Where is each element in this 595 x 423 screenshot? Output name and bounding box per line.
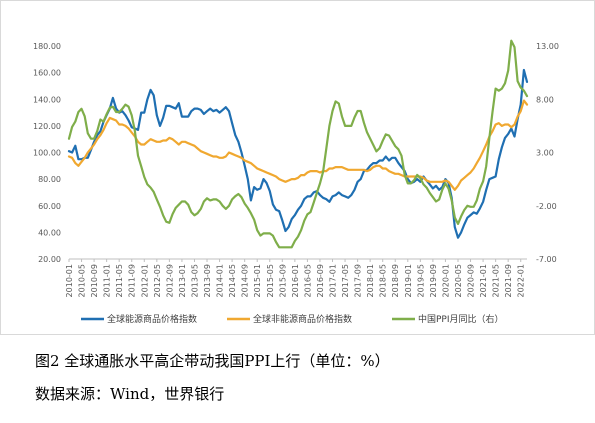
figure-caption: 图2 全球通胀水平高企带动我国PPI上行（单位：%） xyxy=(35,352,390,370)
x-tick-label: 2016-09 xyxy=(316,264,325,297)
figure-source-note: 数据来源：Wind，世界银行 xyxy=(35,385,225,403)
y-left-tick-label: 160.00 xyxy=(33,69,61,78)
x-tick-label: 2013-01 xyxy=(178,264,187,297)
legend-label-series-1: 全球能源商品价格指数 xyxy=(107,313,197,325)
y-right-tick-label: -7.00 xyxy=(536,255,557,264)
legend-label-series-3: 中国PPI月同比（右） xyxy=(418,313,504,325)
y-left-tick-label: 40.00 xyxy=(38,228,61,237)
x-tick-label: 2011-05 xyxy=(115,264,124,297)
x-tick-label: 2010-05 xyxy=(78,264,87,297)
y-right-tick-label: 3.00 xyxy=(536,149,554,158)
x-tick-label: 2014-05 xyxy=(228,264,237,297)
x-tick-label: 2014-01 xyxy=(216,264,225,297)
x-tick-label: 2012-01 xyxy=(140,264,149,297)
x-tick-label: 2017-05 xyxy=(341,264,350,297)
x-tick-label: 2010-01 xyxy=(65,264,74,297)
x-tick-label: 2017-01 xyxy=(329,264,338,297)
x-tick-label: 2020-05 xyxy=(454,264,463,297)
series-lines xyxy=(67,39,529,249)
chart-legend: 全球能源商品价格指数 全球非能源商品价格指数 中国PPI月同比（右） xyxy=(81,313,504,325)
left-axis-ticks: 20.00 40.00 60.00 80.00 100.00 120.00 140.00 16… xyxy=(33,42,61,264)
x-tick-label: 2022-01 xyxy=(517,264,526,297)
y-left-tick-label: 100.00 xyxy=(33,149,61,158)
x-tick-label: 2018-05 xyxy=(379,264,388,297)
x-tick-label: 2010-09 xyxy=(90,264,99,297)
x-tick-label: 2011-01 xyxy=(103,264,112,297)
legend-label-series-2: 全球非能源商品价格指数 xyxy=(253,313,352,325)
series-line-2 xyxy=(67,99,529,191)
x-tick-label: 2012-09 xyxy=(165,264,174,297)
y-left-tick-label: 180.00 xyxy=(33,42,61,51)
y-left-tick-label: 20.00 xyxy=(38,255,61,264)
x-tick-label: 2016-05 xyxy=(303,264,312,297)
x-tick-label: 2020-01 xyxy=(441,264,450,297)
y-right-tick-label: 8.00 xyxy=(536,95,554,104)
x-tick-label: 2015-01 xyxy=(253,264,262,297)
series-line-3 xyxy=(67,39,529,249)
y-left-tick-label: 60.00 xyxy=(38,202,61,211)
x-tick-label: 2020-09 xyxy=(467,264,476,297)
x-tick-label: 2018-09 xyxy=(391,264,400,297)
x-axis-ticks: 2010-01 2010-05 2010-09 2011-01 2011-05 2011-… xyxy=(65,259,526,297)
x-tick-label: 2015-09 xyxy=(278,264,287,297)
y-left-tick-label: 120.00 xyxy=(33,122,61,131)
x-tick-label: 2021-01 xyxy=(479,264,488,297)
x-tick-label: 2016-01 xyxy=(291,264,300,297)
x-tick-label: 2013-09 xyxy=(203,264,212,297)
x-tick-label: 2018-01 xyxy=(366,264,375,297)
x-tick-label: 2019-01 xyxy=(404,264,413,297)
x-tick-label: 2019-09 xyxy=(429,264,438,297)
x-tick-label: 2021-05 xyxy=(492,264,501,297)
x-tick-label: 2012-05 xyxy=(153,264,162,297)
x-tick-label: 2019-05 xyxy=(416,264,425,297)
x-tick-label: 2015-05 xyxy=(266,264,275,297)
y-right-tick-label: 13.00 xyxy=(536,42,559,51)
y-left-tick-label: 140.00 xyxy=(33,95,61,104)
y-right-tick-label: -2.00 xyxy=(536,202,557,211)
x-tick-label: 2011-09 xyxy=(128,264,137,297)
chart-figure: 20.00 40.00 60.00 80.00 100.00 120.00 140.00 16… xyxy=(0,0,595,335)
x-tick-label: 2017-09 xyxy=(354,264,363,297)
y-left-tick-label: 80.00 xyxy=(38,175,61,184)
x-tick-label: 2013-05 xyxy=(190,264,199,297)
x-tick-label: 2014-09 xyxy=(241,264,250,297)
x-tick-label: 2021-09 xyxy=(504,264,513,297)
chart-plot: 20.00 40.00 60.00 80.00 100.00 120.00 140.00 16… xyxy=(33,39,559,325)
right-axis-ticks: -7.00 -2.00 3.00 8.00 13.00 xyxy=(536,42,559,264)
